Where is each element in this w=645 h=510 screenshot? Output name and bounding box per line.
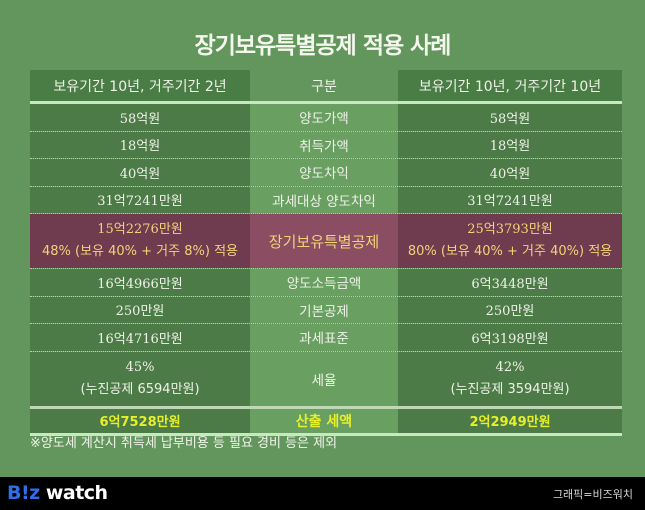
row-label: 양도차익 [250,159,398,186]
table-row: 58억원 양도가액 58억원 [30,104,622,132]
left-value: 18억원 [30,131,250,158]
right-value: 6억3198만원 [398,324,622,351]
right-rate: 42% [495,359,525,375]
logo-part-watch: watch [39,482,108,504]
row-label: 과세표준 [250,324,398,351]
row-label: 과세대상 양도차익 [250,186,398,213]
highlight-row: 15억2276만원 48% (보유 40% + 거주 8%) 적용 장기보유특별… [30,213,622,269]
table-row: 16억4716만원 과세표준 6억3198만원 [30,324,622,352]
logo-part-biz: B!z [7,482,40,504]
right-value: 250만원 [398,296,622,323]
right-value: 31억7241만원 [398,186,622,213]
right-deduction: 25억3793만원 80% (보유 40% + 거주 40%) 적용 [398,214,622,268]
row-label: 취득가액 [250,131,398,158]
footer-bar: B!z watch 그래픽=비즈워치 [0,477,645,510]
right-tax-rate: 42% (누진공제 3594만원) [398,351,622,406]
bizwatch-logo: B!z watch [7,482,108,504]
footnote: ※양도세 계산시 취득세 납부비용 등 필요 경비 등은 제외 [30,436,338,451]
right-progressive-deduction: (누진공제 3594만원) [450,381,570,397]
header-middle: 구분 [311,78,337,95]
final-tax-row: 6억7528만원 산출 세액 2억2949만원 [30,408,622,433]
row-label: 장기보유특별공제 [250,214,398,268]
table-header-row: 보유기간 10년, 거주기간 2년 구분 보유기간 10년, 거주기간 10년 [30,70,622,101]
row-label: 세율 [250,351,398,406]
divider [30,432,622,436]
row-label: 기본공제 [250,296,398,323]
left-value: 40억원 [30,159,250,186]
left-final-tax: 6억7528만원 [30,408,250,433]
header-left: 보유기간 10년, 거주기간 2년 [30,70,250,101]
left-value: 250만원 [30,296,250,323]
right-value: 58억원 [398,104,622,131]
comparison-table: 보유기간 10년, 거주기간 2년 구분 보유기간 10년, 거주기간 10년 … [30,70,622,436]
table-row: 31억7241만원 과세대상 양도차익 31억7241만원 [30,186,622,213]
header-right: 보유기간 10년, 거주기간 10년 [398,70,622,101]
table-row: 250만원 기본공제 250만원 [30,296,622,324]
divider [30,405,622,409]
right-deduction-rate: 80% (보유 40% + 거주 40%) 적용 [407,244,613,259]
table-row: 18억원 취득가액 18억원 [30,131,622,159]
left-value: 58억원 [30,104,250,131]
left-deduction-amount: 15억2276만원 [97,222,183,237]
left-deduction: 15억2276만원 48% (보유 40% + 거주 8%) 적용 [30,214,250,268]
left-value: 16억4716만원 [30,324,250,351]
table-row: 40억원 양도차익 40억원 [30,159,622,187]
right-value: 6억3448만원 [398,269,622,296]
row-label: 산출 세액 [250,408,398,433]
table-row: 16억4966만원 양도소득금액 6억3448만원 [30,269,622,297]
left-value: 31억7241만원 [30,186,250,213]
divider [30,101,622,104]
row-label: 양도소득금액 [250,269,398,296]
right-value: 40억원 [398,159,622,186]
left-deduction-rate: 48% (보유 40% + 거주 8%) 적용 [41,244,238,259]
left-value: 16억4966만원 [30,269,250,296]
row-label: 양도가액 [250,104,398,131]
tax-rate-row: 45% (누진공제 6594만원) 세율 42% (누진공제 3594만원) [30,351,622,406]
left-rate: 45% [125,359,155,375]
right-deduction-amount: 25억3793만원 [467,222,553,237]
right-final-tax: 2억2949만원 [398,408,622,433]
left-tax-rate: 45% (누진공제 6594만원) [30,351,250,406]
page-title: 장기보유특별공제 적용 사례 [194,33,452,59]
left-progressive-deduction: (누진공제 6594만원) [80,381,200,397]
right-value: 18억원 [398,131,622,158]
graphic-credit: 그래픽=비즈워치 [552,488,633,501]
